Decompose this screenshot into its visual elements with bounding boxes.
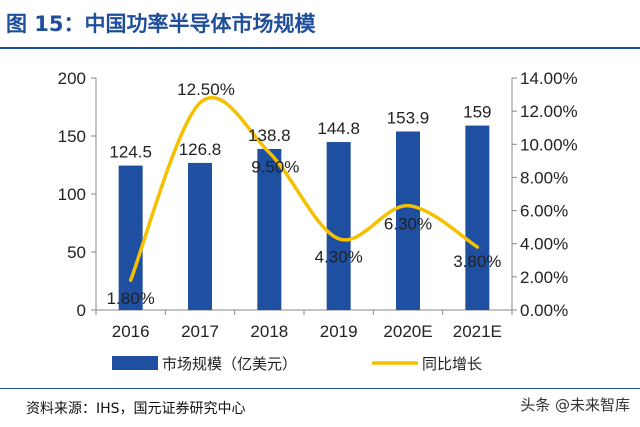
right-tick-label: 12.00% [520, 102, 578, 121]
bar [257, 148, 282, 310]
legend: 市场规模（亿美元） 同比增长 [112, 356, 482, 373]
x-tick-label: 2019 [320, 322, 358, 341]
bar [326, 142, 351, 310]
bar [396, 131, 420, 310]
growth-value-label: 1.80% [107, 289, 155, 308]
x-tick-label: 2020E [383, 322, 432, 341]
legend-line-label: 同比增长 [422, 356, 482, 373]
growth-value-label: 3.80% [453, 252, 501, 271]
title-divider [0, 47, 640, 49]
growth-value-label: 6.30% [384, 215, 432, 234]
right-tick-label: 0.00% [520, 301, 568, 320]
left-tick-label: 150 [58, 127, 86, 146]
bar-value-label: 144.8 [317, 119, 360, 138]
data-labels: 124.5 126.8 138.8 144.8 153.9 159 1.80% 12.50% 9… [107, 80, 502, 308]
right-tick-label: 4.00% [520, 235, 568, 254]
right-tick-label: 8.00% [520, 168, 568, 187]
growth-value-label: 12.50% [177, 80, 235, 99]
legend-bar-swatch [112, 356, 158, 370]
chart: 0 50 100 150 200 0.00% 2.00% 4.00% 6.00% 8.00% 10.… [58, 69, 578, 373]
chart-title: 图 15：中国功率半导体市场规模 [6, 12, 316, 36]
left-tick-label: 50 [67, 243, 86, 262]
x-tick-label: 2017 [181, 322, 219, 341]
bar-value-label: 153.9 [387, 108, 430, 127]
bar-value-label: 126.8 [179, 140, 222, 159]
growth-value-label: 9.50% [251, 158, 299, 177]
legend-bar-label: 市场规模（亿美元） [162, 356, 297, 373]
source-divider [0, 388, 640, 389]
growth-line [128, 95, 480, 282]
bar-value-label: 138.8 [248, 126, 291, 145]
source-note: 资料来源：IHS，国元证券研究中心 [26, 401, 246, 417]
right-tick-label: 6.00% [520, 202, 568, 221]
x-tick-label: 2018 [250, 322, 288, 341]
bar [188, 162, 212, 310]
bar-value-label: 159 [463, 103, 491, 122]
right-tick-label: 14.00% [520, 69, 578, 88]
bar [118, 165, 143, 310]
right-tick-label: 2.00% [520, 268, 568, 287]
x-tick-label: 2016 [112, 322, 150, 341]
bar [465, 125, 490, 310]
watermark: 头条 @未来智库 [520, 396, 630, 414]
bar-value-label: 124.5 [109, 143, 152, 162]
left-tick-label: 100 [58, 185, 86, 204]
bars [118, 125, 490, 310]
growth-value-label: 4.30% [315, 248, 363, 267]
axes: 0 50 100 150 200 0.00% 2.00% 4.00% 6.00% 8.00% 10.… [58, 69, 578, 341]
right-tick-label: 10.00% [520, 135, 578, 154]
left-tick-label: 0 [77, 301, 86, 320]
x-tick-label: 2021E [453, 322, 502, 341]
left-tick-label: 200 [58, 69, 86, 88]
